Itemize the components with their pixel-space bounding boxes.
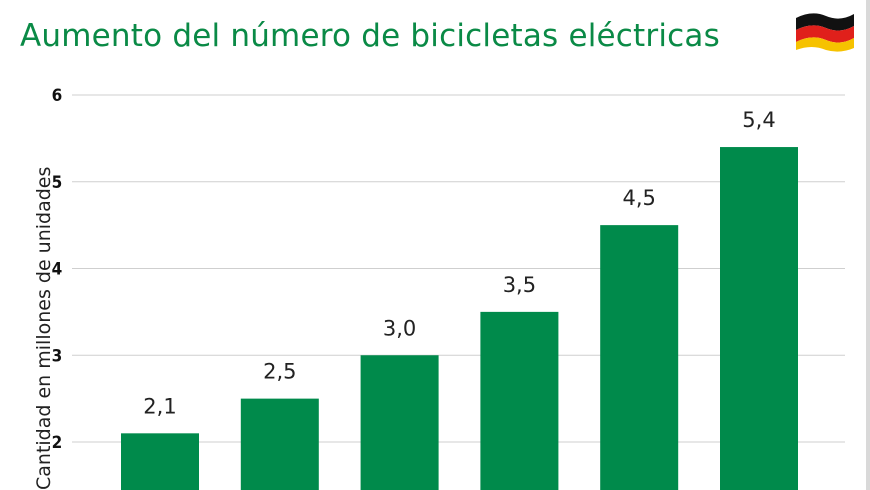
data-label: 2,1 — [143, 394, 176, 418]
y-tick-label: 3 — [52, 346, 63, 366]
y-tick-label: 4 — [52, 260, 63, 280]
chart-title: Aumento del número de bicicletas eléctri… — [20, 18, 720, 54]
bar — [600, 225, 679, 490]
y-tick-label: 5 — [52, 173, 63, 193]
y-tick-label: 2 — [52, 433, 63, 453]
data-label: 5,4 — [742, 108, 775, 132]
y-tick-label: 6 — [52, 86, 63, 106]
data-label: 2,5 — [263, 360, 296, 384]
germany-flag-icon — [796, 13, 854, 52]
bar — [360, 355, 439, 490]
data-label: 3,0 — [383, 316, 416, 340]
data-label: 3,5 — [503, 273, 536, 297]
bar — [240, 398, 319, 490]
data-label: 4,5 — [622, 186, 655, 210]
bar — [121, 433, 199, 490]
bar — [720, 147, 798, 490]
bar — [480, 311, 559, 490]
